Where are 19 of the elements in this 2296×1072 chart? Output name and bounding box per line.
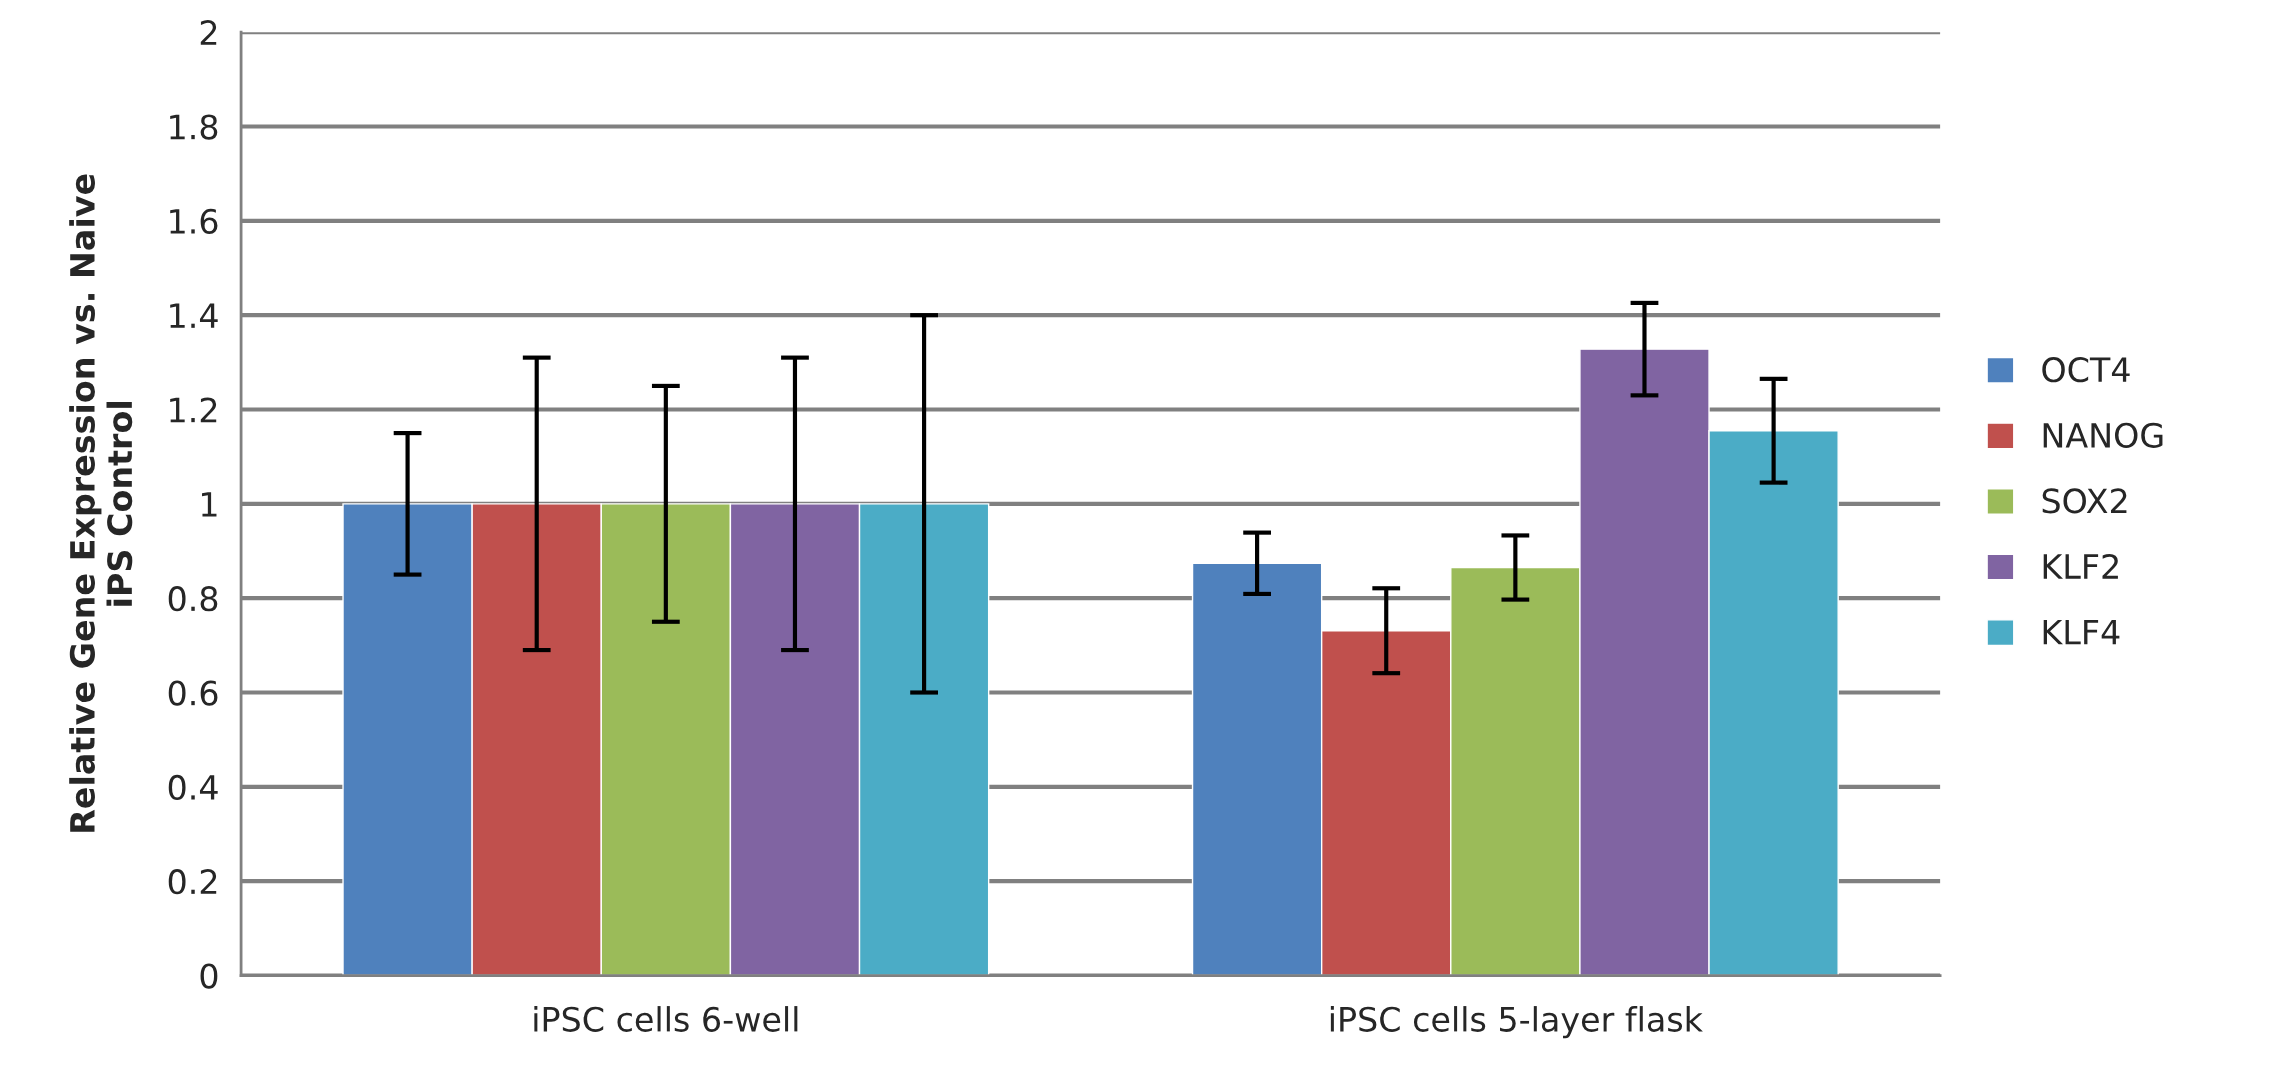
y-tick-label: 2 <box>200 20 217 45</box>
y-tick-label: 0.2 <box>168 869 217 895</box>
y-axis-title: Relative Gene Expression vs. Naive iPS Control <box>69 174 133 832</box>
y-tick-label: 1.6 <box>170 208 218 234</box>
legend-label: OCT4 <box>2042 357 2130 383</box>
legend-label: SOX2 <box>2042 488 2127 514</box>
legend-label: NANOG <box>2043 422 2163 448</box>
y-tick-label: 0.4 <box>168 774 218 800</box>
x-tick-label: iPSC cells 5-layer flask <box>1330 1006 1703 1039</box>
y-tick-label: 1.4 <box>170 303 218 328</box>
y-tick-label: 1 <box>202 492 217 517</box>
x-tick-label: iPSC cells 6-well <box>534 1006 798 1032</box>
y-tick-label: 0 <box>200 963 218 989</box>
y-tick-label: 1.2 <box>170 397 217 423</box>
legend-label: KLF2 <box>2043 553 2118 579</box>
y-tick-label: 0.8 <box>168 586 218 612</box>
y-tick-label: 0.6 <box>168 680 218 706</box>
legend-label: KLF4 <box>2043 619 2120 645</box>
y-tick-label: 1.8 <box>170 114 218 140</box>
